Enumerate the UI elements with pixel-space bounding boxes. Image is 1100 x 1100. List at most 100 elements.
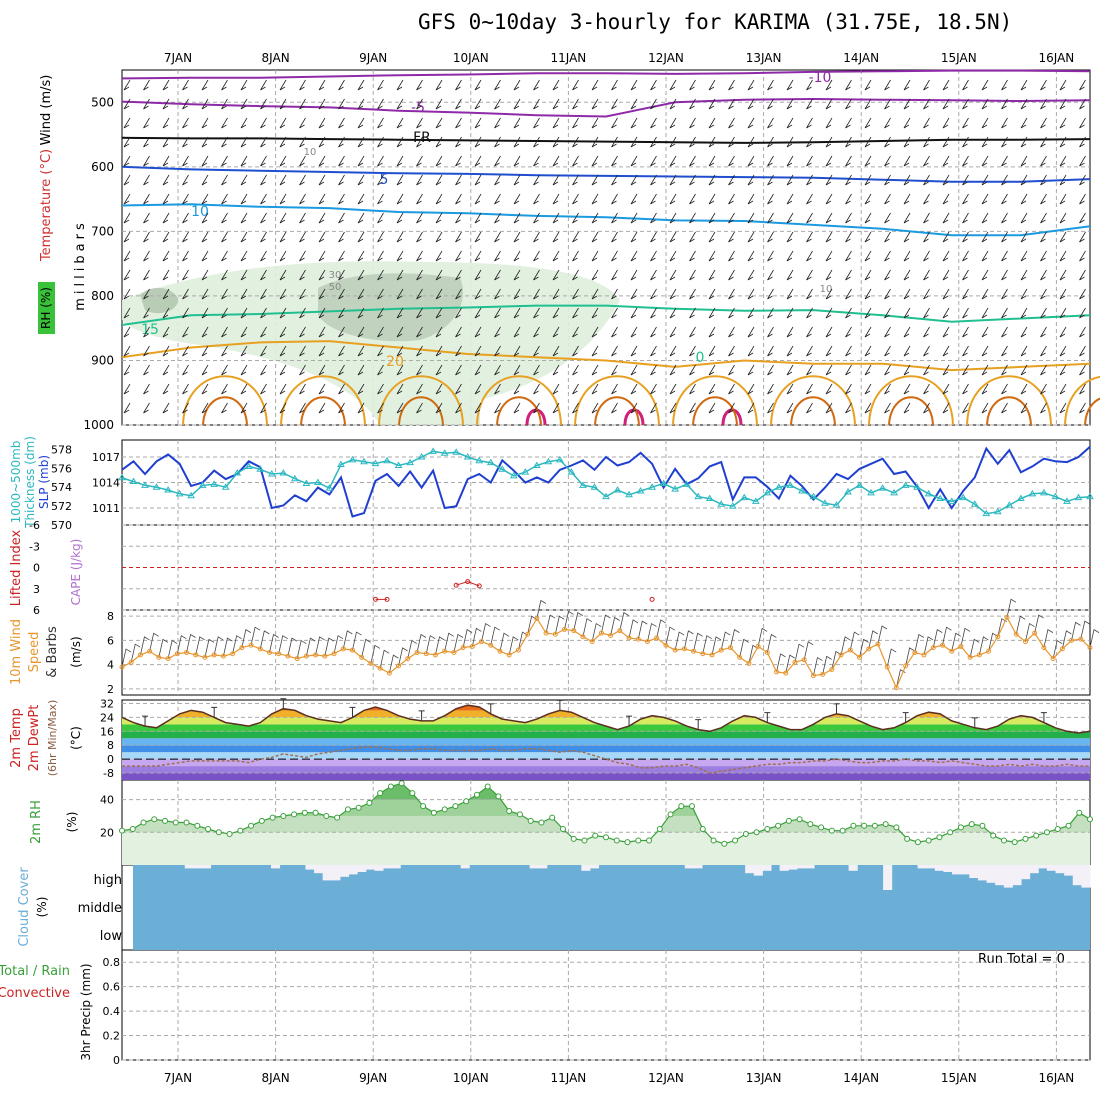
wind-barb: [481, 622, 491, 642]
wind-barb: [279, 402, 287, 414]
rh-marker: [452, 803, 459, 810]
thickness-marker: [279, 469, 288, 476]
wind-barb: [650, 402, 657, 414]
wind-barb: [747, 212, 755, 224]
thickness-marker: [844, 487, 852, 495]
wind-barb: [767, 98, 774, 110]
wind-barb: [1040, 364, 1047, 376]
wind-barb: [1020, 117, 1028, 129]
thickness-marker: [867, 488, 875, 496]
wind-barb: [182, 402, 189, 414]
wind-speed-marker: [663, 642, 669, 648]
wind-speed-marker: [921, 652, 927, 658]
wind-barb: [786, 174, 794, 186]
wind-speed-marker: [875, 641, 881, 647]
wind-barb: [942, 117, 950, 129]
wind-barb: [342, 630, 353, 649]
thickness-marker: [924, 489, 933, 497]
wind-barb: [455, 98, 462, 110]
wind-barb: [806, 326, 813, 338]
wind-barb: [435, 288, 443, 300]
wind-barb: [1040, 269, 1047, 281]
thickness-line: [121, 450, 1091, 515]
thickness-marker: [959, 493, 968, 501]
wind-barb: [318, 326, 326, 338]
rh-marker: [570, 835, 577, 842]
temperature-contour-label: 5: [380, 172, 389, 188]
wind-barb: [942, 79, 950, 91]
wind-barb: [260, 174, 267, 186]
wind-speed-marker: [847, 647, 853, 653]
thickness-marker: [982, 509, 991, 517]
wind-barb: [825, 231, 833, 243]
temperature-contour: [398, 396, 444, 426]
temp-minmax-bar: [764, 712, 771, 723]
wind-barb: [981, 269, 989, 281]
panel-frame-precip: [121, 949, 1091, 1061]
wind-barb: [357, 79, 365, 91]
wind-speed-marker: [691, 648, 697, 654]
wind-barb: [299, 307, 306, 319]
wind-speed-marker: [239, 645, 245, 651]
wind-speed-marker: [451, 650, 457, 655]
wind-barb: [533, 136, 540, 148]
wind-barb: [1059, 269, 1067, 281]
wind-barb: [884, 79, 891, 91]
wind-barb: [650, 288, 657, 300]
wind-barb: [260, 98, 267, 110]
lifted-index-axis-label: Lifted Index: [9, 529, 24, 606]
rh-marker: [1054, 826, 1061, 833]
wind-barb: [435, 345, 443, 357]
wind-barb: [318, 212, 326, 224]
wind-barb: [591, 326, 599, 338]
wind-barb: [981, 326, 989, 338]
wind-barb: [416, 326, 423, 338]
wind-speed-marker: [884, 664, 890, 670]
wind-barb: [533, 364, 540, 376]
temp-unit-label: (°C): [69, 726, 83, 750]
wind-barb: [455, 364, 462, 376]
temperature-contour: [121, 69, 1091, 80]
wind-barb: [806, 250, 813, 262]
wind-barb: [708, 79, 716, 91]
wind-barb: [903, 250, 911, 262]
wind-barb: [932, 629, 943, 648]
wind-barb: [942, 269, 950, 281]
wind-barb: [435, 136, 443, 148]
wind-barb: [398, 647, 408, 666]
wind-barb: [259, 630, 270, 649]
rh-marker: [818, 824, 825, 831]
wind-barb: [767, 155, 774, 167]
wind-barb: [201, 288, 209, 300]
high-cloud-gap: [270, 865, 281, 869]
wind-barb: [572, 79, 579, 91]
wind-barb: [221, 250, 228, 262]
wind-barb: [123, 193, 131, 205]
thickness-marker: [890, 488, 898, 496]
wind-barb: [591, 212, 599, 224]
wind-barb: [572, 269, 579, 281]
wind-barb: [669, 402, 677, 414]
rh-marker: [775, 822, 782, 829]
wind-barb: [1040, 250, 1047, 262]
wind-barb: [864, 174, 872, 186]
temp-color-band: [122, 773, 1090, 780]
wind-speed-marker: [764, 650, 770, 655]
rh-marker: [914, 839, 921, 846]
wind-barb: [338, 383, 345, 395]
wind-barb: [513, 193, 521, 205]
wind-barb: [182, 136, 189, 148]
day-label-top: 9JAN: [359, 51, 387, 65]
wind-barb: [1020, 345, 1028, 357]
wind-barb: [747, 269, 755, 281]
temperature-contour: [121, 165, 1091, 183]
wind-barb: [708, 155, 716, 167]
wind-barb: [1059, 383, 1067, 395]
wind-speed-marker: [681, 646, 687, 652]
wind-barb: [981, 345, 989, 357]
temp-minmax-bar: [487, 703, 494, 714]
wind-barb: [962, 250, 969, 262]
wind-barb: [494, 288, 501, 300]
wind-speed-marker: [617, 628, 623, 634]
wind-barb: [825, 212, 833, 224]
